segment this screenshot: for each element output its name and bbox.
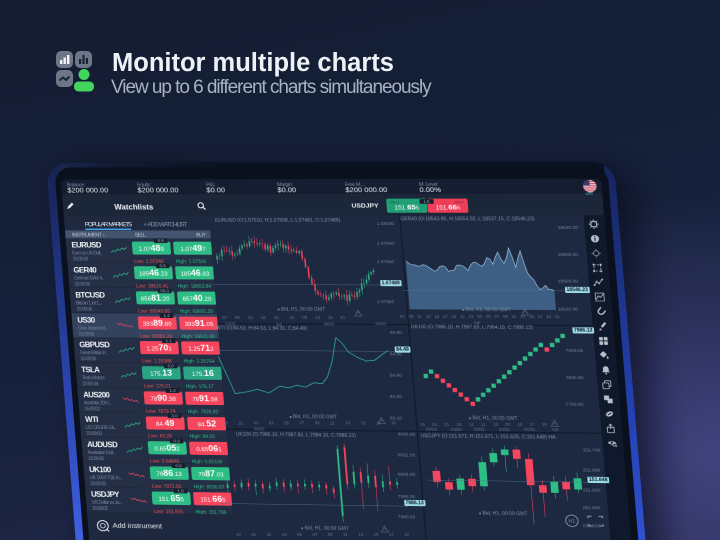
svg-text:H1: H1 [568,519,575,525]
